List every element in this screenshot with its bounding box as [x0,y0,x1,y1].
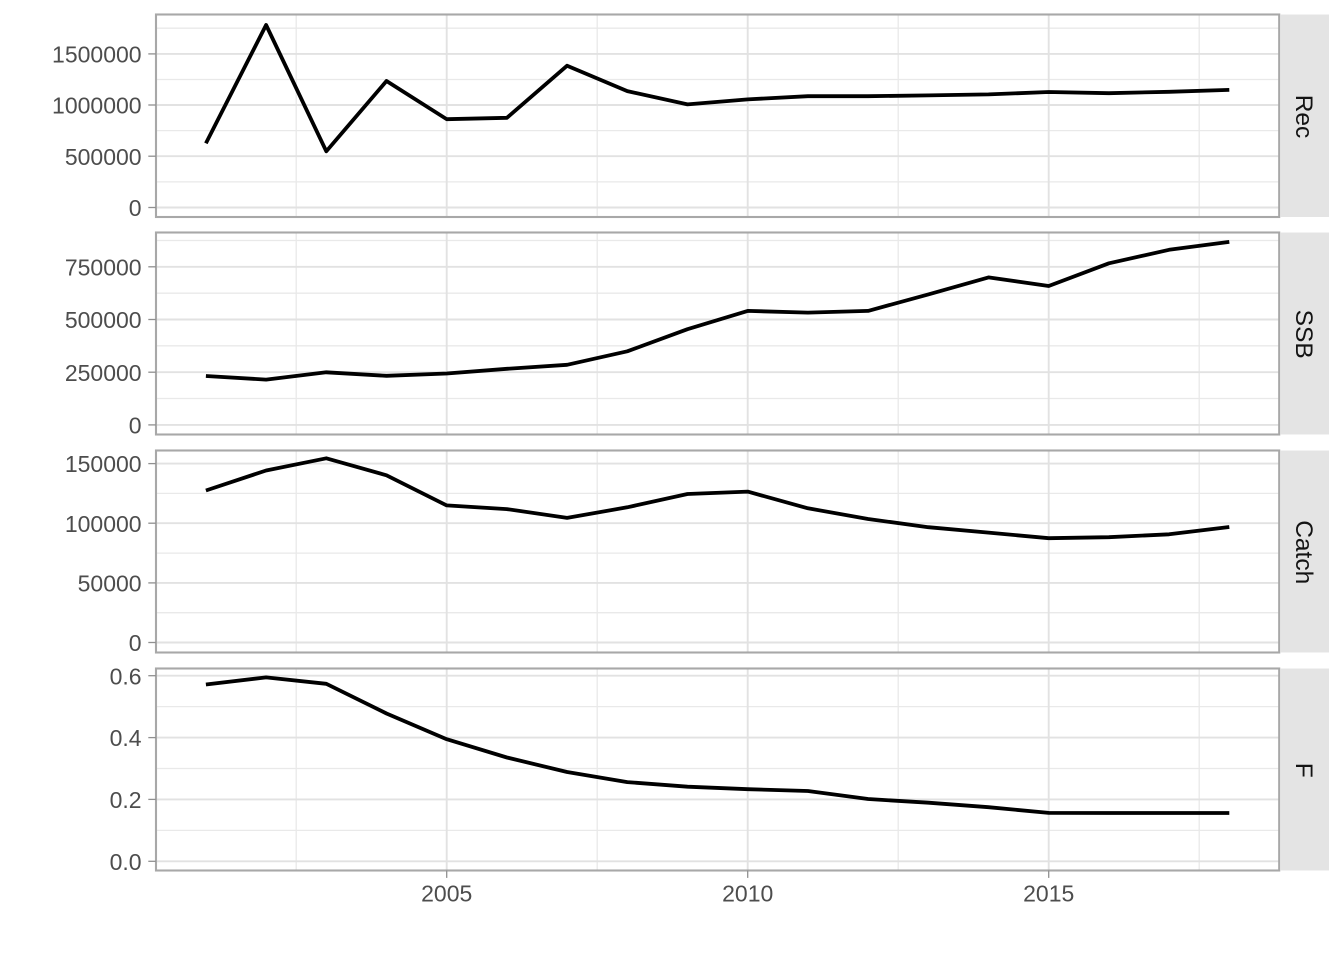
svg-text:0.2: 0.2 [110,787,142,813]
svg-text:1500000: 1500000 [52,42,142,68]
svg-text:100000: 100000 [65,511,142,537]
svg-text:0: 0 [129,630,142,656]
svg-text:750000: 750000 [65,254,142,280]
svg-text:0: 0 [129,195,142,221]
svg-text:Catch: Catch [1290,520,1317,584]
svg-text:Rec: Rec [1290,95,1317,139]
svg-text:2005: 2005 [421,881,472,907]
svg-text:150000: 150000 [65,451,142,477]
svg-text:50000: 50000 [78,571,142,597]
svg-text:250000: 250000 [65,360,142,386]
svg-text:SSB: SSB [1290,310,1317,359]
svg-text:0.0: 0.0 [110,849,142,875]
svg-text:0: 0 [129,413,142,439]
svg-text:2010: 2010 [722,881,773,907]
svg-text:0.4: 0.4 [110,725,142,751]
svg-text:1000000: 1000000 [52,93,142,119]
svg-text:500000: 500000 [65,307,142,333]
svg-text:0.6: 0.6 [110,663,142,689]
svg-text:2015: 2015 [1023,881,1074,907]
svg-text:500000: 500000 [65,144,142,170]
svg-text:F: F [1290,763,1317,778]
